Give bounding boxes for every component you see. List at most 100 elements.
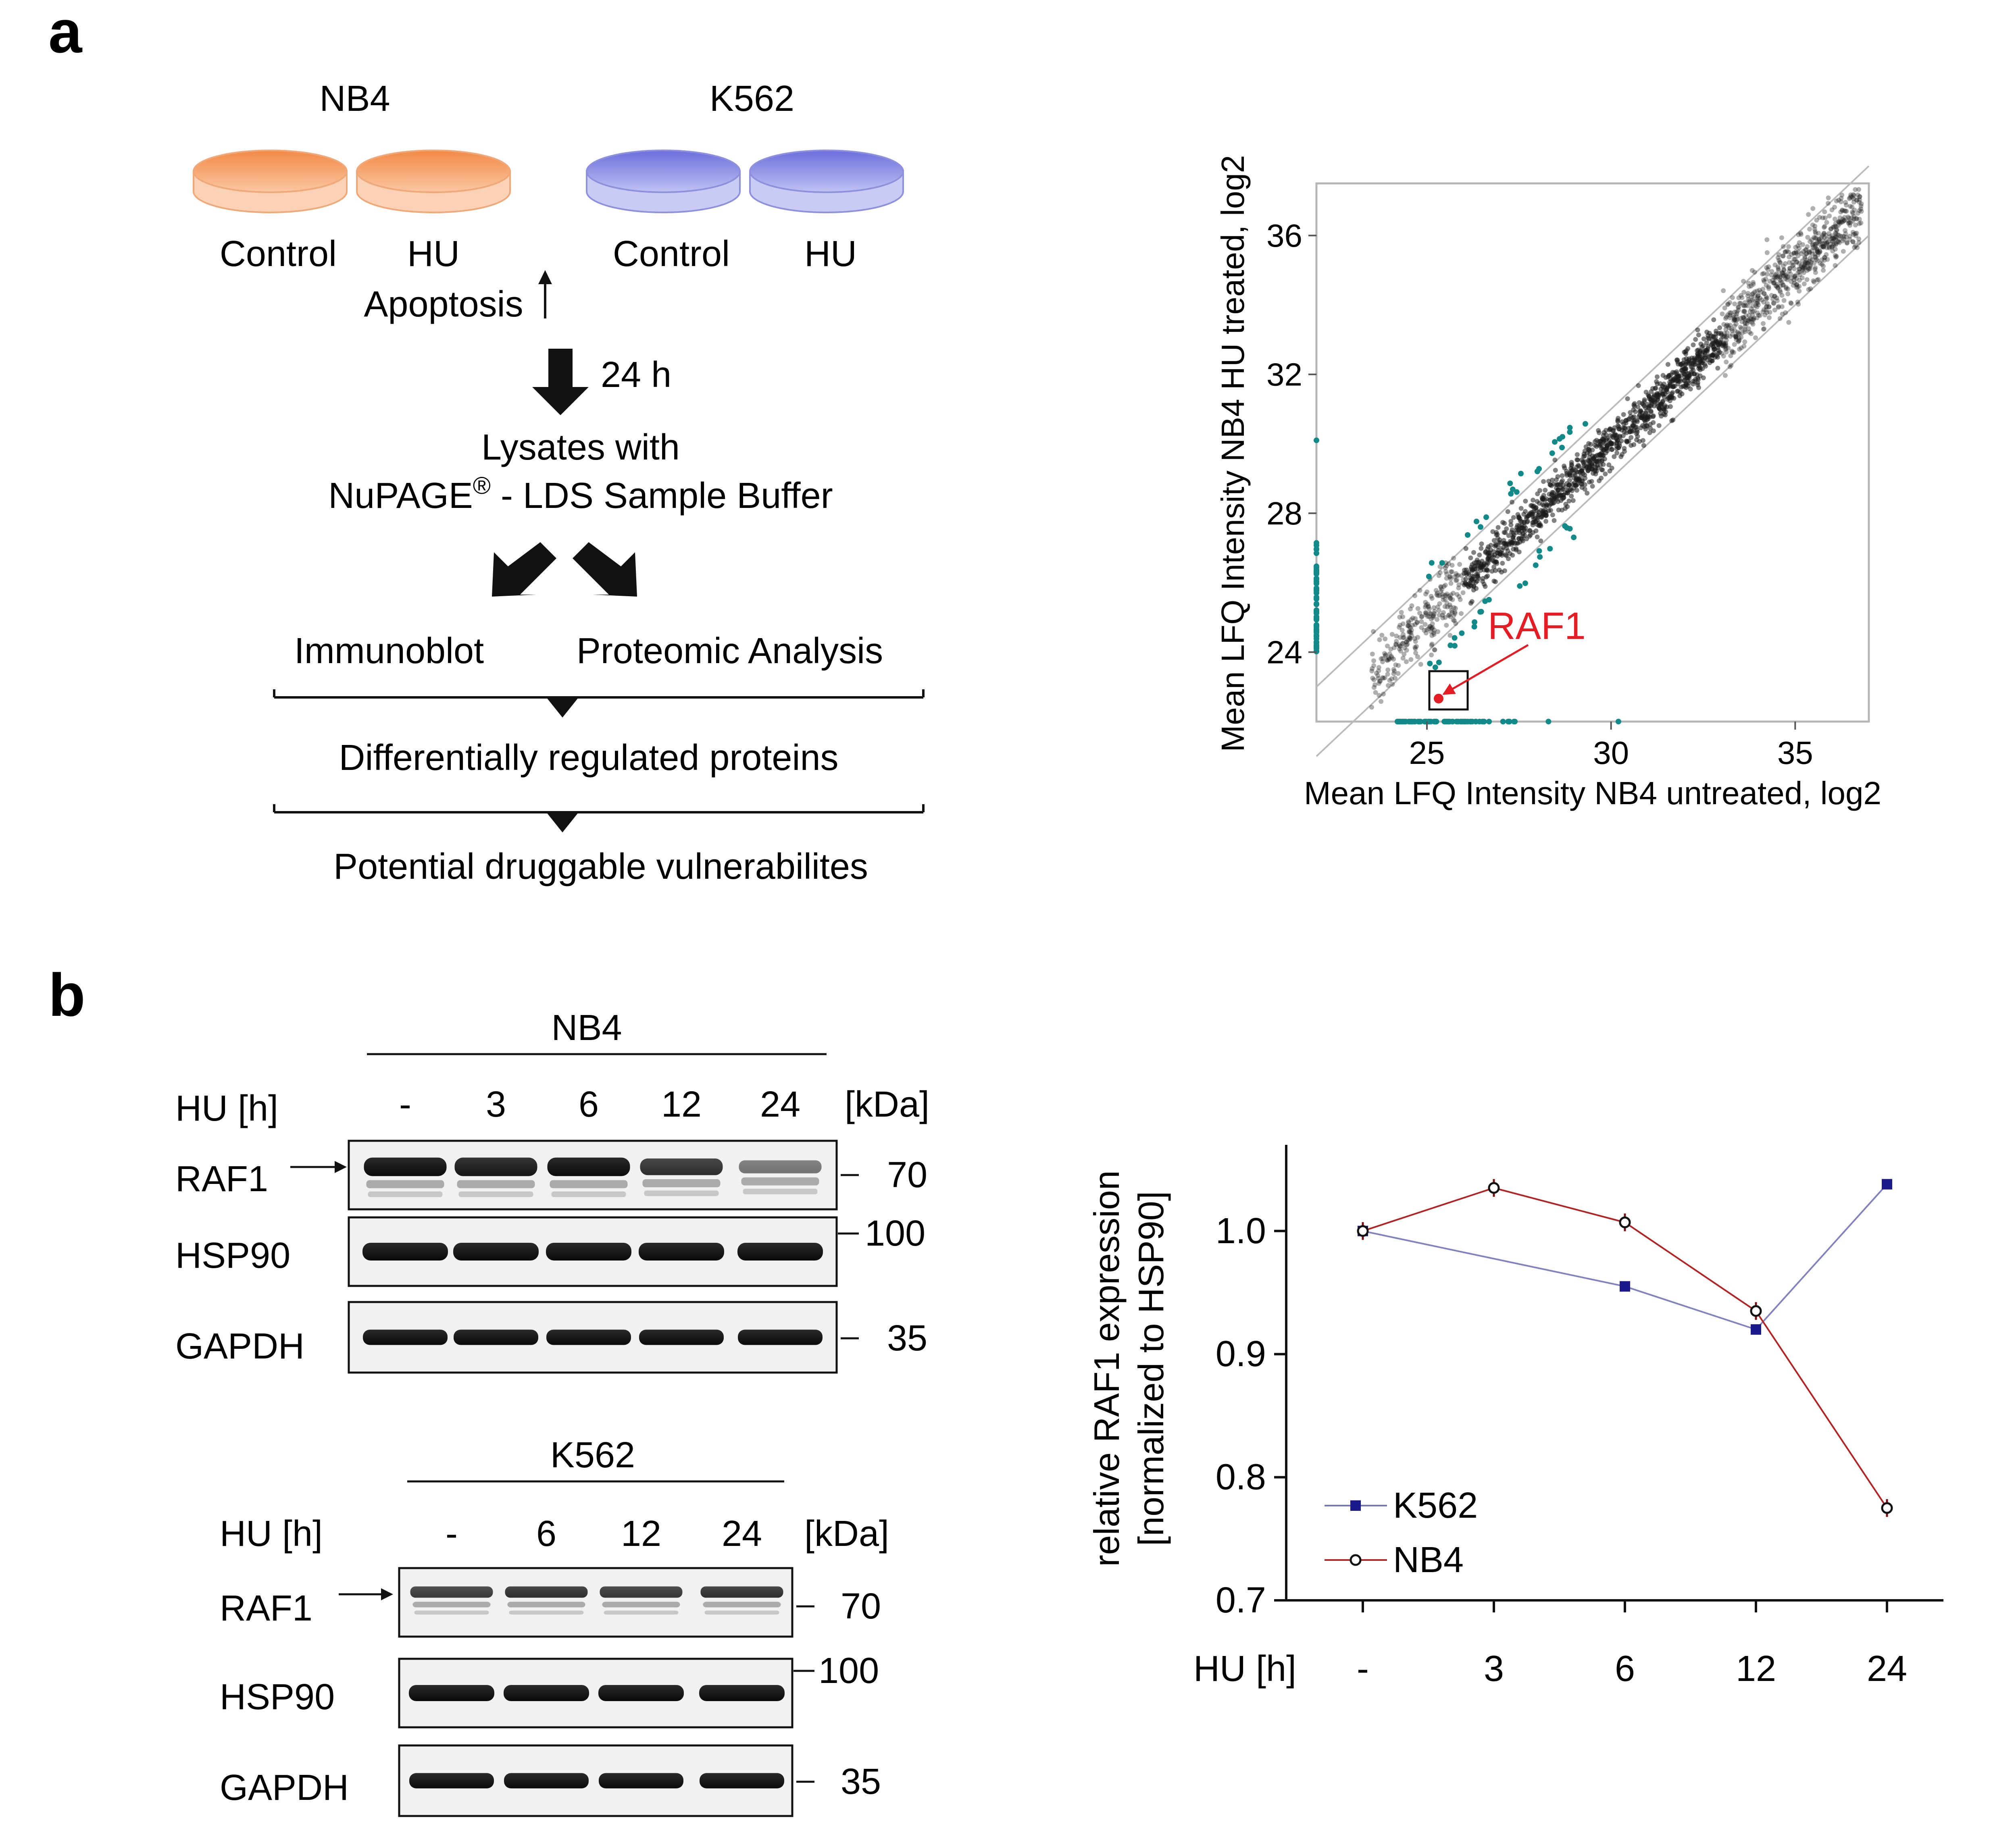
scatter-point xyxy=(1621,421,1627,426)
scatter-point xyxy=(1743,321,1748,326)
scatter-point xyxy=(1493,544,1498,549)
scatter-point xyxy=(1724,330,1730,335)
blot-band-secondary xyxy=(550,1180,628,1188)
scatter-point xyxy=(1677,393,1683,398)
scatter-point xyxy=(1828,227,1833,232)
scatter-point xyxy=(1781,244,1786,249)
scatter-point xyxy=(1776,258,1782,263)
scatter-point xyxy=(1743,324,1748,329)
scatter-point xyxy=(1409,603,1414,608)
scatter-point xyxy=(1837,220,1842,225)
scatter-point xyxy=(1408,625,1413,630)
scatter-point xyxy=(1770,296,1775,302)
scatter-point xyxy=(1821,264,1826,269)
blot-band xyxy=(700,1773,784,1789)
outlier-point xyxy=(1483,514,1489,520)
scatter-point xyxy=(1725,302,1730,307)
scatter-point xyxy=(1741,343,1747,349)
scatter-point xyxy=(1397,644,1402,649)
scatter-point xyxy=(1431,614,1436,619)
outlier-point xyxy=(1436,659,1442,666)
scatter-point xyxy=(1376,676,1381,681)
outlier-point xyxy=(1560,434,1566,440)
scatter-point xyxy=(1840,238,1845,243)
scatter-point xyxy=(1380,675,1385,680)
scatter-point xyxy=(1733,335,1739,340)
scatter-point xyxy=(1628,410,1633,415)
outlier-point xyxy=(1517,583,1523,589)
series-point-nb4 xyxy=(1488,1182,1500,1194)
scatter-point xyxy=(1662,405,1667,410)
scatter-point xyxy=(1450,597,1455,602)
scatter-point xyxy=(1794,282,1799,287)
scatter-point xyxy=(1400,655,1406,661)
scatter-point xyxy=(1599,459,1604,464)
blot-band xyxy=(700,1586,783,1598)
scatter-point xyxy=(1757,313,1762,318)
scatter-point xyxy=(1824,237,1829,242)
scatter-point xyxy=(1419,614,1424,620)
scatter-point xyxy=(1417,610,1422,616)
scatter-point xyxy=(1612,454,1617,459)
scatter-point xyxy=(1641,443,1646,448)
scatter-point xyxy=(1432,647,1437,652)
scatter-point xyxy=(1773,283,1779,289)
scatter-point xyxy=(1431,613,1436,618)
scatter-point xyxy=(1754,315,1760,320)
raf1-point xyxy=(1434,694,1443,703)
scatter-point xyxy=(1706,354,1712,360)
scatter-point xyxy=(1743,327,1748,332)
scatter-point xyxy=(1798,232,1804,237)
scatter-point xyxy=(1590,484,1595,489)
scatter-point xyxy=(1565,504,1570,509)
scatter-point xyxy=(1425,589,1430,595)
scatter-point xyxy=(1569,460,1574,465)
scatter-point xyxy=(1799,275,1805,281)
scatter-point xyxy=(1798,231,1803,236)
scatter-point xyxy=(1806,267,1811,272)
scatter-point xyxy=(1412,636,1417,641)
scatter-point xyxy=(1587,447,1591,452)
scatter-point xyxy=(1418,662,1423,667)
scatter-point xyxy=(1831,225,1836,230)
k562-hu-label: HU [h] xyxy=(220,1514,323,1554)
scatter-point xyxy=(1789,301,1794,306)
scatter-point xyxy=(1407,635,1412,640)
outlier-point xyxy=(1486,597,1492,603)
scatter-point xyxy=(1679,361,1684,366)
scatter-point xyxy=(1537,501,1542,506)
scatter-point xyxy=(1738,316,1743,321)
scatter-point xyxy=(1764,283,1769,288)
scatter-point xyxy=(1452,618,1457,623)
scatter-point xyxy=(1829,238,1835,243)
scatter-point xyxy=(1415,654,1420,659)
scatter-point xyxy=(1703,364,1708,369)
scatter-point xyxy=(1441,584,1447,589)
scatter-point xyxy=(1820,244,1826,249)
scatter-point xyxy=(1832,235,1837,240)
outlier-point xyxy=(1522,580,1528,586)
nb4-lane-label-3: 12 xyxy=(661,1084,702,1125)
scatter-point xyxy=(1397,622,1403,628)
scatter-point xyxy=(1817,249,1822,254)
scatter-point xyxy=(1495,535,1500,541)
blot-band-secondary xyxy=(551,1191,626,1197)
scatter-point xyxy=(1852,245,1857,250)
scatter-point xyxy=(1813,255,1818,260)
scatter-point xyxy=(1741,290,1747,295)
line-x-tick-label: 6 xyxy=(1615,1649,1635,1689)
scatter-point xyxy=(1829,245,1835,250)
scatter-point xyxy=(1578,470,1583,475)
scatter-point xyxy=(1447,633,1453,638)
scatter-point xyxy=(1800,268,1805,273)
outlier-point xyxy=(1514,489,1520,495)
scatter-point xyxy=(1767,310,1772,315)
scatter-point xyxy=(1747,330,1752,335)
blot-band xyxy=(639,1243,724,1261)
scatter-point xyxy=(1431,605,1437,610)
scatter-x-tick-label: 25 xyxy=(1409,735,1445,771)
scatter-point xyxy=(1589,461,1594,466)
blot-band-secondary xyxy=(509,1610,584,1615)
scatter-point xyxy=(1406,619,1411,624)
scatter-point xyxy=(1528,533,1533,538)
